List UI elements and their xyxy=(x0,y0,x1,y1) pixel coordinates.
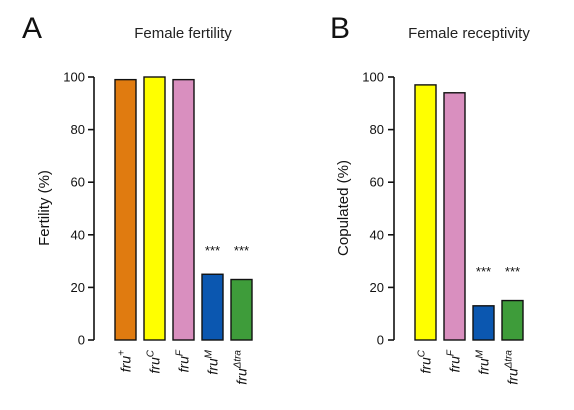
chart-title-a: Female fertility xyxy=(134,25,232,42)
x-tick-label-base: fru xyxy=(418,357,434,374)
x-tick-label-base: fru xyxy=(118,356,134,373)
x-tick-label-base: fru xyxy=(447,356,463,373)
panel-label-a: A xyxy=(22,12,42,45)
x-tick-label-a-1: fruC xyxy=(146,349,163,373)
x-tick-label-base: fru xyxy=(147,357,163,374)
plot-area-a: 020406080100fru+fruCfruFfruM***fruΔtra**… xyxy=(63,70,253,385)
y-axis-label-b: Copulated (%) xyxy=(335,160,352,256)
x-tick-label-a-2: fruF xyxy=(175,349,192,372)
y-tick-label-a: 80 xyxy=(71,122,85,137)
bar-a-2 xyxy=(172,78,195,341)
y-tick-label-b: 40 xyxy=(370,227,384,242)
significance-label-b-2: *** xyxy=(476,264,491,279)
y-tick-label-a: 60 xyxy=(71,175,85,190)
x-tick-label-base: fru xyxy=(505,368,521,385)
y-tick-label-a: 40 xyxy=(71,227,85,242)
x-tick-label-sup: Δtra xyxy=(504,350,515,370)
bar-b-0 xyxy=(414,84,437,341)
x-tick-label-sup: M xyxy=(204,349,215,358)
bar-a-1 xyxy=(143,76,166,341)
bar-a-0 xyxy=(114,78,137,341)
x-tick-label-base: fru xyxy=(476,358,492,375)
x-tick-label-sup: C xyxy=(417,349,428,357)
bar-b-1 xyxy=(443,92,466,341)
y-tick-label-b: 80 xyxy=(370,122,384,137)
y-tick-label-b: 20 xyxy=(370,280,384,295)
x-tick-label-sup: F xyxy=(446,349,457,356)
x-tick-label-b-2: fruM xyxy=(475,349,492,374)
significance-label-a-4: *** xyxy=(234,243,249,258)
x-tick-label-base: fru xyxy=(205,358,221,375)
x-tick-label-sup: M xyxy=(475,349,486,358)
y-tick-label-b: 100 xyxy=(362,70,384,85)
x-tick-label-b-3: fruΔtra xyxy=(504,350,521,385)
bar-b-3 xyxy=(501,299,524,341)
significance-label-a-3: *** xyxy=(205,243,220,258)
y-axis-label-a: Fertility (%) xyxy=(36,170,53,246)
panel-a: A Female fertility Fertility (%) 0 20 40 60… xyxy=(22,12,253,385)
bar-a-4 xyxy=(230,278,253,341)
significance-label-b-3: *** xyxy=(505,264,520,279)
bar-a-3 xyxy=(201,273,224,341)
x-tick-label-a-3: fruM xyxy=(204,349,221,374)
y-tick-label-a: 100 xyxy=(63,70,85,85)
y-tick-label-a: 20 xyxy=(71,280,85,295)
x-tick-label-a-4: fruΔtra xyxy=(233,350,250,385)
bar-b-2 xyxy=(472,305,495,341)
chart-title-b: Female receptivity xyxy=(408,25,530,42)
x-tick-label-sup: + xyxy=(117,350,128,356)
x-tick-label-base: fru xyxy=(176,356,192,373)
x-tick-label-a-0: fru+ xyxy=(117,350,134,372)
panel-b: B Female receptivity Copulated (%) 0 20 40… xyxy=(330,12,530,385)
panel-label-b: B xyxy=(330,12,350,45)
x-tick-label-sup: C xyxy=(146,349,157,357)
y-tick-label-b: 60 xyxy=(370,175,384,190)
x-tick-label-base: fru xyxy=(234,368,250,385)
x-tick-label-b-0: fruC xyxy=(417,349,434,373)
y-tick-label-a: 0 xyxy=(78,333,85,348)
y-tick-label-b: 0 xyxy=(377,333,384,348)
x-tick-label-sup: F xyxy=(175,349,186,356)
x-tick-label-sup: Δtra xyxy=(233,350,244,370)
x-tick-label-b-1: fruF xyxy=(446,349,463,372)
